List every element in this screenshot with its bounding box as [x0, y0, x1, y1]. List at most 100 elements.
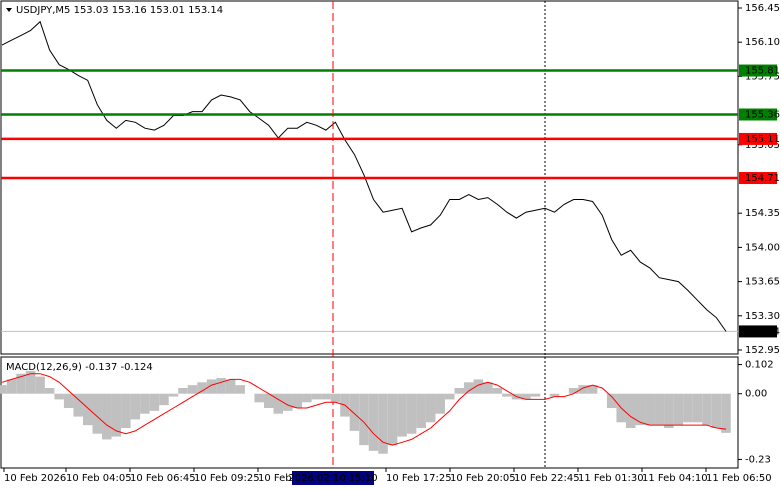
- macd-bar: [197, 382, 207, 394]
- current-price-label: 153.14: [745, 326, 780, 337]
- macd-bar: [635, 393, 646, 426]
- macd-bar: [683, 393, 693, 423]
- macd-bar: [321, 393, 331, 400]
- macd-bar: [111, 393, 122, 437]
- macd-bar: [6, 379, 17, 394]
- macd-bar: [292, 393, 303, 408]
- macd-bar: [130, 393, 141, 420]
- macd-bar: [711, 393, 722, 428]
- macd-bar: [16, 373, 26, 394]
- x-tick-label: 10 Feb 20:05: [450, 473, 516, 484]
- macd-bar: [530, 393, 541, 397]
- macd-bar: [406, 393, 417, 434]
- level-label-box: [739, 108, 777, 121]
- x-tick-label: 10 Feb 04:05: [66, 473, 132, 484]
- y-tick-label: 154.00: [745, 242, 780, 253]
- macd-bar: [273, 393, 284, 414]
- macd-bar: [263, 393, 274, 408]
- macd-bar: [92, 393, 103, 434]
- macd-bar: [502, 393, 512, 397]
- level-label: 154.71: [745, 173, 780, 184]
- x-tick-label: 11 Feb 06:50: [706, 473, 772, 484]
- level-label-box: [739, 132, 777, 145]
- crosshair-label: 2026.02.10 15:10: [288, 473, 377, 484]
- macd-bar: [235, 385, 245, 394]
- macd-bar: [464, 382, 474, 394]
- macd-bar: [416, 393, 426, 428]
- level-label: 155.36: [745, 110, 780, 121]
- macd-bar: [359, 393, 369, 446]
- y-tick-label: 156.45: [745, 3, 780, 14]
- macd-bar: [121, 393, 131, 428]
- signal-line: [1, 373, 727, 446]
- macd-bar: [187, 385, 198, 394]
- x-tick-label: 10 Feb 2026: [4, 473, 66, 484]
- y-tick-label: 152.95: [745, 345, 780, 356]
- macd-bar: [568, 388, 579, 394]
- macd-bar: [140, 393, 150, 414]
- macd-bar: [254, 393, 264, 403]
- macd-bar: [206, 379, 217, 394]
- y-tick-label: -0.23: [745, 454, 771, 465]
- macd-bar: [283, 393, 293, 411]
- macd-bar: [664, 393, 674, 428]
- macd-bar: [216, 378, 226, 394]
- macd-bar: [425, 393, 436, 423]
- macd-bar: [35, 376, 45, 394]
- x-tick-label: 11 Feb 01:30: [578, 473, 644, 484]
- macd-bar: [673, 393, 684, 426]
- macd-bar: [102, 393, 112, 440]
- macd-bar: [44, 388, 55, 394]
- x-tick-label: 10 Feb 22:45: [514, 473, 580, 484]
- price-line: [1, 20, 727, 332]
- macd-bar: [368, 393, 379, 451]
- x-tick-label: 11 Feb 04:10: [642, 473, 708, 484]
- y-tick-label: 155.75: [745, 71, 780, 82]
- macd-bar: [721, 393, 731, 433]
- level-label-box: [739, 172, 777, 185]
- current-price-box: [739, 325, 777, 338]
- macd-bar: [444, 393, 455, 400]
- macd-bar: [168, 393, 179, 397]
- macd-bar: [654, 393, 665, 426]
- y-tick-label: 154.35: [745, 208, 780, 219]
- macd-bar: [63, 393, 74, 408]
- macd-bar: [625, 393, 636, 428]
- level-label: 155.81: [745, 66, 780, 77]
- macd-bar: [578, 385, 588, 394]
- macd-bar: [311, 393, 322, 400]
- x-tick-label: 10 Feb 09:25: [194, 473, 260, 484]
- y-tick-label: 0.102: [745, 360, 774, 371]
- macd-bar: [378, 393, 388, 454]
- x-tick-label: 10 Feb 12:05: [258, 473, 324, 484]
- x-tick-label: 10 Feb 17:25: [386, 473, 452, 484]
- macd-bar: [149, 393, 160, 411]
- macd-bar: [178, 388, 188, 394]
- level-label: 155.11: [745, 134, 780, 145]
- macd-bar: [521, 393, 531, 400]
- macd-bar: [387, 393, 398, 446]
- macd-bar: [645, 393, 655, 426]
- macd-bar: [349, 393, 360, 431]
- macd-bar: [483, 382, 493, 394]
- macd-bar: [702, 393, 712, 426]
- menu-icon: [6, 8, 12, 12]
- macd-bar: [25, 370, 36, 394]
- macd-bar: [435, 393, 445, 414]
- y-tick-label: 155.05: [745, 140, 780, 151]
- macd-bar: [606, 393, 617, 408]
- macd-bar: [0, 385, 7, 394]
- macd-bar: [549, 393, 560, 397]
- macd-bar: [397, 393, 407, 437]
- macd-bar: [225, 379, 236, 394]
- macd-bar: [587, 385, 598, 394]
- y-tick-label: 0.00: [745, 389, 767, 400]
- macd-bar: [159, 393, 169, 406]
- macd-bar: [454, 388, 465, 394]
- macd-title: MACD(12,26,9) -0.137 -0.124: [6, 362, 153, 373]
- y-tick-label: 153.30: [745, 311, 780, 322]
- level-label-box: [739, 64, 777, 77]
- macd-bar: [473, 379, 484, 394]
- macd-bar: [82, 393, 93, 426]
